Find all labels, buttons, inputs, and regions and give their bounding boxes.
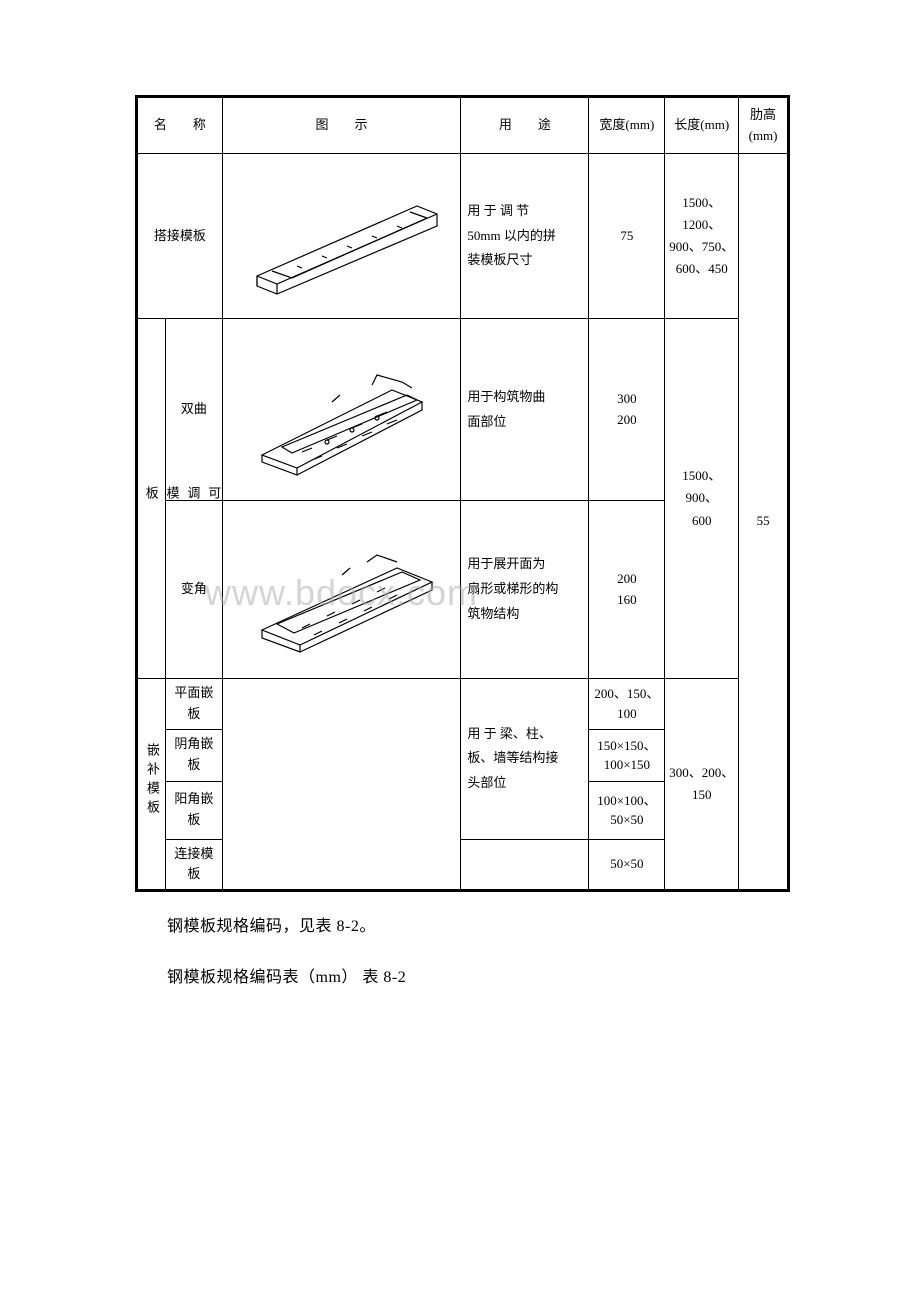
header-name: 名 称 — [138, 98, 223, 154]
row-lap: 搭接模板 用 于 调 节 50mm 以内的拼 装模板尺寸 75 1500、120… — [138, 154, 788, 319]
cell-rib-height: 55 — [739, 154, 788, 890]
header-width: 宽度(mm) — [589, 98, 665, 154]
cell-double-curve-use: 用于构筑物曲 面部位 — [461, 319, 589, 501]
cell-connect-name: 连接模板 — [166, 839, 222, 890]
cell-lap-use: 用 于 调 节 50mm 以内的拼 装模板尺寸 — [461, 154, 589, 319]
cell-adjustable-length: 1500、900、 600 — [665, 319, 739, 679]
header-diagram: 图 示 — [222, 98, 461, 154]
cell-inner-name: 阴角嵌板 — [166, 729, 222, 781]
cell-inner-width: 150×150、 100×150 — [589, 729, 665, 781]
header-use: 用 途 — [461, 98, 589, 154]
cell-outer-width: 100×100、 50×50 — [589, 781, 665, 839]
cell-lap-diagram — [222, 154, 461, 319]
cell-flat-name: 平面嵌板 — [166, 679, 222, 730]
cell-variable-angle-width: 200 160 — [589, 501, 665, 679]
body-line-1: 钢模板规格编码，见表 8-2。 — [135, 912, 805, 942]
cell-insert-use: 用 于 梁、柱、 板、墙等结构接 头部位 — [461, 679, 589, 840]
spec-table: 名 称 图 示 用 途 宽度(mm) 长度(mm) 肋高 (mm) 搭接模板 用… — [137, 97, 788, 890]
cell-variable-angle-use: 用于展开面为 扇形或梯形的构 筑物结构 — [461, 501, 589, 679]
cell-flat-width: 200、150、 100 — [589, 679, 665, 730]
double-curve-svg — [242, 340, 442, 480]
cell-lap-length: 1500、1200、 900、750、 600、450 — [665, 154, 739, 319]
cell-double-curve-name: 双曲 — [166, 319, 222, 501]
cell-connect-use-ext — [461, 839, 589, 890]
cell-insert-diagram — [222, 679, 461, 890]
cell-double-curve-diagram — [222, 319, 461, 501]
variable-angle-svg — [242, 520, 442, 660]
header-length: 长度(mm) — [665, 98, 739, 154]
cell-variable-angle-diagram: www.bdocx.com — [222, 501, 461, 679]
cell-variable-angle-name: 变角 — [166, 501, 222, 679]
spec-table-container: 名 称 图 示 用 途 宽度(mm) 长度(mm) 肋高 (mm) 搭接模板 用… — [135, 95, 790, 892]
cell-insert-length: 300、200、 150 — [665, 679, 739, 890]
cell-lap-width: 75 — [589, 154, 665, 319]
body-line-2: 钢模板规格编码表（mm） 表 8-2 — [135, 963, 805, 993]
cell-lap-name: 搭接模板 — [138, 154, 223, 319]
cell-double-curve-width: 300 200 — [589, 319, 665, 501]
table-header-row: 名 称 图 示 用 途 宽度(mm) 长度(mm) 肋高 (mm) — [138, 98, 788, 154]
cell-connect-width: 50×50 — [589, 839, 665, 890]
cell-insert-group: 嵌补模板 — [138, 679, 166, 890]
row-flat-insert: 嵌补模板 平面嵌板 用 于 梁、柱、 板、墙等结构接 头部位 200、150、 … — [138, 679, 788, 730]
lap-diagram-svg — [242, 176, 442, 296]
cell-outer-name: 阳角嵌板 — [166, 781, 222, 839]
header-rib: 肋高 (mm) — [739, 98, 788, 154]
cell-adjustable-group: 可 调 模 板 — [138, 319, 166, 679]
row-double-curve: 可 调 模 板 双曲 用于构筑物曲 面部位 300 200 1500、900、 … — [138, 319, 788, 501]
